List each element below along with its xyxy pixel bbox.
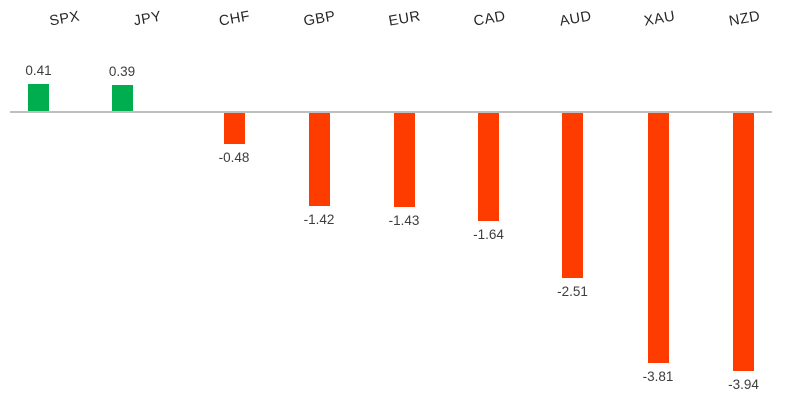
value-label: 0.41 [25, 63, 52, 78]
category-label: CHF [217, 8, 252, 30]
category-label: SPX [48, 8, 82, 30]
value-label: -1.64 [473, 227, 504, 242]
bar [111, 85, 133, 111]
category-label: GBP [302, 8, 337, 30]
category-label: CAD [472, 8, 507, 30]
category-label: AUD [558, 8, 593, 30]
value-label: -1.43 [388, 213, 420, 228]
value-label: -1.42 [303, 212, 335, 227]
value-label: -3.81 [642, 369, 674, 384]
value-label: -3.94 [728, 377, 759, 392]
category-label: JPY [132, 8, 163, 30]
bar [223, 113, 245, 144]
bar [647, 113, 669, 363]
bar [308, 113, 330, 206]
value-label: 0.39 [108, 64, 136, 79]
bar [393, 113, 415, 207]
value-label: -2.51 [557, 284, 588, 299]
value-label: -0.48 [218, 150, 250, 165]
category-label: NZD [727, 8, 762, 30]
category-label: XAU [642, 8, 677, 30]
zero-axis-line [10, 111, 772, 113]
category-label: EUR [387, 8, 422, 30]
bar [28, 84, 49, 111]
bar [733, 113, 754, 371]
bar [562, 113, 583, 278]
bar [478, 113, 499, 221]
